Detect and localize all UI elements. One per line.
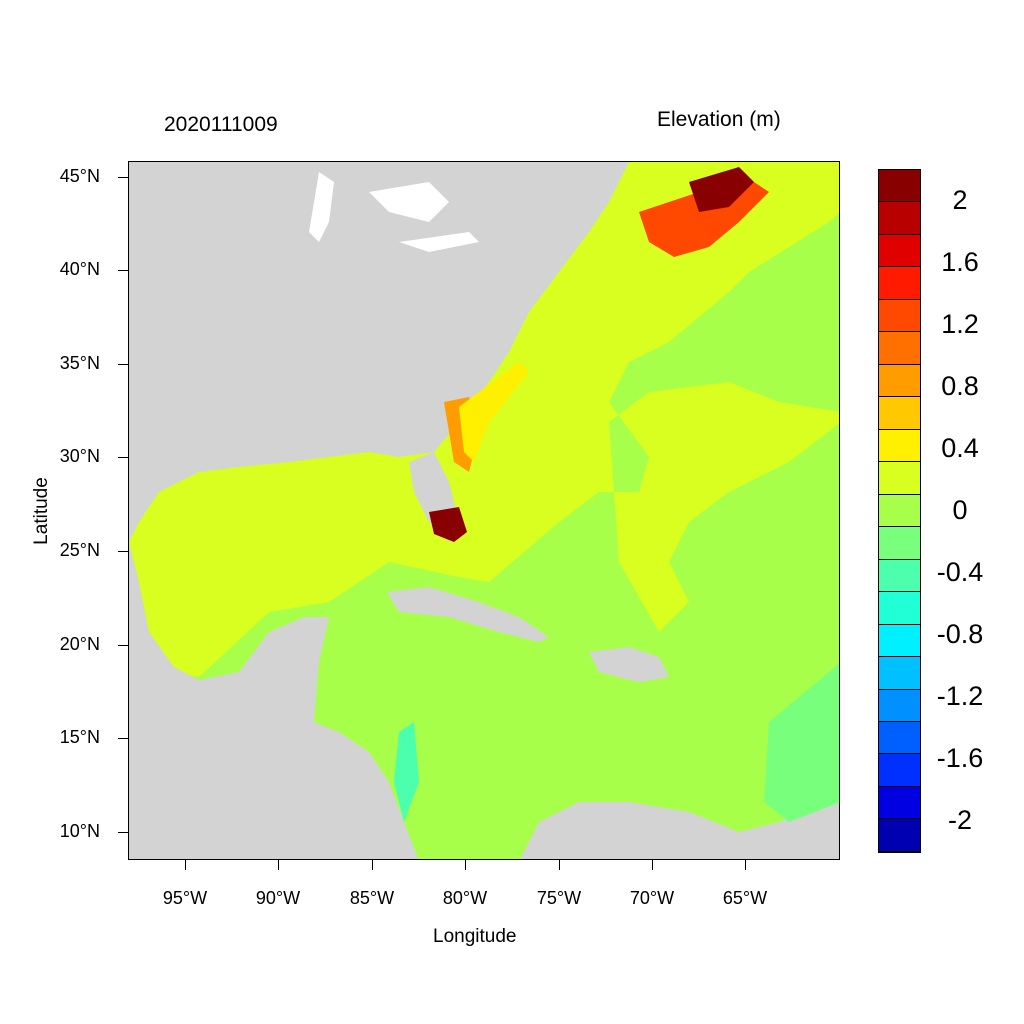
y-tickmark <box>118 364 128 365</box>
x-tick-label: 90°W <box>255 888 301 908</box>
x-tickmark <box>372 860 373 870</box>
x-tick-label: 70°W <box>629 888 675 908</box>
y-tick-label: 30°N <box>59 446 100 466</box>
colorbar-segment <box>879 170 920 203</box>
land-south-america <box>520 802 839 859</box>
colorbar-label: -1.2 <box>936 681 984 711</box>
x-tick-label: 95°W <box>162 888 208 908</box>
colorbar-label: 2 <box>952 185 968 215</box>
colorbar-label: -0.8 <box>936 619 984 649</box>
colorbar-segment <box>879 592 920 625</box>
x-tickmark <box>745 860 746 870</box>
y-tick-label: 35°N <box>59 353 100 373</box>
x-tick-label: 80°W <box>442 888 488 908</box>
colorbar-label: 0.4 <box>941 433 979 463</box>
x-tick-label: 75°W <box>536 888 582 908</box>
x-tick-label: 65°W <box>722 888 768 908</box>
colorbar-segment <box>879 494 920 528</box>
y-tickmark <box>118 270 128 271</box>
y-tickmark <box>118 645 128 646</box>
x-tickmark <box>652 860 653 870</box>
y-tick-label: 15°N <box>59 727 100 747</box>
land-hispaniola <box>589 647 669 682</box>
colorbar-label: -2 <box>947 805 972 835</box>
land-north-america <box>129 162 629 542</box>
colorbar-segment <box>879 754 920 787</box>
y-tickmark <box>118 551 128 552</box>
colorbar-segment <box>879 429 920 463</box>
y-tick-label: 25°N <box>59 540 100 560</box>
surge-florida <box>429 507 467 542</box>
x-tick-label: 85°W <box>349 888 395 908</box>
x-axis-label: Longitude <box>433 926 517 947</box>
colorbar-segment <box>879 332 920 365</box>
x-tickmark <box>278 860 279 870</box>
colorbar-segment <box>879 267 920 300</box>
colorbar-segment <box>879 819 920 852</box>
colorbar-label: 1.2 <box>941 309 979 339</box>
colorbar-segment <box>879 202 920 235</box>
colorbar-label: -0.4 <box>936 557 984 587</box>
x-tickmark <box>559 860 560 870</box>
x-tickmark <box>465 860 466 870</box>
colorbar-segment <box>879 559 920 593</box>
colorbar-segment <box>879 721 920 755</box>
date-label: 2020111009 <box>164 113 278 136</box>
colorbar-label: 1.6 <box>941 247 979 277</box>
colorbar-segment <box>879 299 920 333</box>
colorbar-segment <box>879 462 920 495</box>
colorbar-segment <box>879 689 920 722</box>
colorbar-label: 0.8 <box>941 371 979 401</box>
surge-east-coast <box>459 362 529 462</box>
colorbar-segment <box>879 527 920 560</box>
map-panel <box>128 161 840 860</box>
y-tick-label: 40°N <box>59 259 100 279</box>
land-mexico <box>129 542 419 859</box>
colorbar-segment <box>879 234 920 268</box>
y-tickmark <box>118 738 128 739</box>
colorbar-segment <box>879 624 920 658</box>
land-cuba <box>387 587 549 642</box>
y-tickmark <box>118 457 128 458</box>
colorbar-segment <box>879 786 920 820</box>
colorbar-label: 0 <box>952 495 968 525</box>
y-axis-label: Latitude <box>31 477 52 545</box>
ocean-band-caribbean <box>764 663 839 822</box>
colorbar-segment <box>879 364 920 398</box>
y-tickmark <box>118 177 128 178</box>
surge-gulf-of-maine-core <box>689 167 754 212</box>
colorbar <box>878 169 921 853</box>
ocean-band-caribbean-west <box>394 722 419 822</box>
y-tickmark <box>118 832 128 833</box>
x-tickmark <box>185 860 186 870</box>
colorbar-segment <box>879 397 920 430</box>
y-tick-label: 45°N <box>59 166 100 186</box>
y-tick-label: 10°N <box>59 821 100 841</box>
colorbar-segment <box>879 657 920 690</box>
colorbar-label: -1.6 <box>936 743 984 773</box>
variable-label: Elevation (m) <box>657 108 781 131</box>
elevation-map <box>129 162 839 859</box>
great-lakes <box>309 172 479 252</box>
y-tick-label: 20°N <box>59 634 100 654</box>
